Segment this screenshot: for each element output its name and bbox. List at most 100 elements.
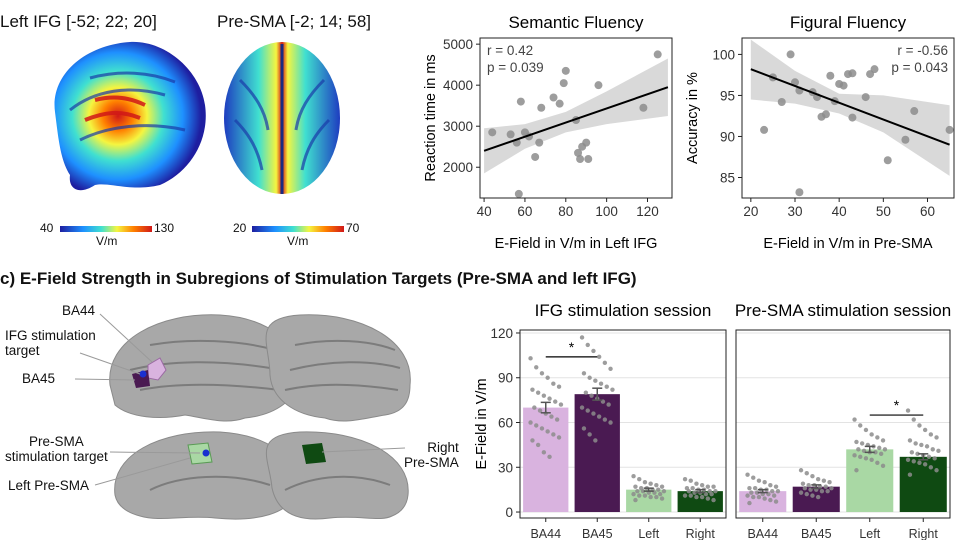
jitter-point [699,494,705,500]
jitter-point [798,468,804,473]
jitter-point [606,402,611,407]
data-point [594,81,603,90]
jitter-point [530,438,535,443]
jitter-point [852,417,857,422]
jitter-point [556,384,562,389]
jitter-point [751,475,756,480]
jitter-point [810,474,815,479]
jitter-point [869,432,874,437]
jitter-point [657,491,663,497]
jitter-point [854,439,859,445]
jitter-point [804,471,809,476]
jitter-point [547,396,552,401]
jitter-point [528,420,533,425]
jitter-point [705,484,711,489]
jitter-point [530,387,535,392]
jitter-point [631,474,636,479]
jitter-point [905,408,911,413]
data-point [848,113,857,122]
chart-title: Figural Fluency [790,13,907,32]
jitter-point [762,496,767,501]
jitter-point [549,414,554,419]
data-point [945,125,954,134]
jitter-point [810,493,815,498]
jitter-point [930,447,935,452]
x-tick-label: 50 [876,204,891,219]
bar [574,394,620,513]
jitter-point [749,490,754,495]
jitter-point [806,482,811,488]
jitter-point [827,479,832,485]
x-tick-label: 60 [517,204,532,219]
jitter-point [553,399,558,404]
jitter-point [863,456,869,461]
jitter-point [602,417,608,422]
jitter-point [537,408,543,413]
jitter-point [747,485,752,491]
x-tick-label: 60 [920,204,935,219]
jitter-point [585,342,590,348]
jitter-point [768,497,773,503]
jitter-point [608,366,613,371]
jitter-point [859,441,865,446]
jitter-point [913,441,918,446]
jitter-point [535,390,541,395]
data-point [786,50,795,59]
x-tick-label: Right [909,527,939,540]
jitter-point [556,435,562,440]
jitter-point [823,484,828,489]
jitter-point [924,444,930,449]
ba44-label: BA44 [62,303,96,318]
efield-brains [54,41,344,232]
jitter-point [802,485,808,491]
sma-target-label: Pre-SMA stimulation target [5,434,108,464]
regression-line [483,86,669,152]
jitter-point [751,494,756,500]
panel-frame [735,329,951,519]
bar [899,456,947,513]
y-tick-label: 5000 [443,37,473,52]
jitter-point [880,463,886,468]
y-tick-label: 85 [720,170,735,185]
jitter-point [768,482,773,488]
jitter-point [752,485,758,491]
jitter-point [654,482,659,488]
jitter-point [593,378,598,383]
jitter-point [656,487,661,492]
jitter-point [661,488,667,494]
jitter-point [869,457,874,463]
data-point [531,152,540,161]
jitter-point [682,477,688,482]
y-tick-label: 30 [498,460,513,475]
data-point [777,98,786,106]
data-point [910,107,919,116]
jitter-point [907,438,913,443]
plot-frame [479,37,673,199]
jitter-point [547,454,552,460]
jitter-point [754,490,760,495]
data-point [826,71,835,80]
ifg-target-label: IFG stimulation target [5,328,96,358]
panel-title: IFG stimulation session [535,301,712,320]
jitter-point [756,478,762,483]
jitter-point [922,427,928,433]
jitter-point [798,490,804,495]
jitter-point [756,494,762,500]
y-tick-label: 95 [720,88,735,103]
jitter-point [800,481,806,486]
jitter-point [554,417,560,422]
sma-colorbar-unit: V/m [287,234,309,248]
x-tick-label: Left [859,527,880,540]
jitter-point [905,457,911,463]
jitter-point [604,384,609,389]
jitter-point [539,426,545,431]
sma-colorbar-max: 70 [346,221,360,235]
jitter-point [854,468,859,473]
sma-brain-title: Pre-SMA [-2; 14; 58] [217,12,372,31]
jitter-point [875,435,880,440]
data-point [883,156,892,165]
data-point [861,93,870,102]
jitter-point [581,371,587,376]
brain-atlas-panel [74,313,411,520]
jitter-point [775,488,781,494]
